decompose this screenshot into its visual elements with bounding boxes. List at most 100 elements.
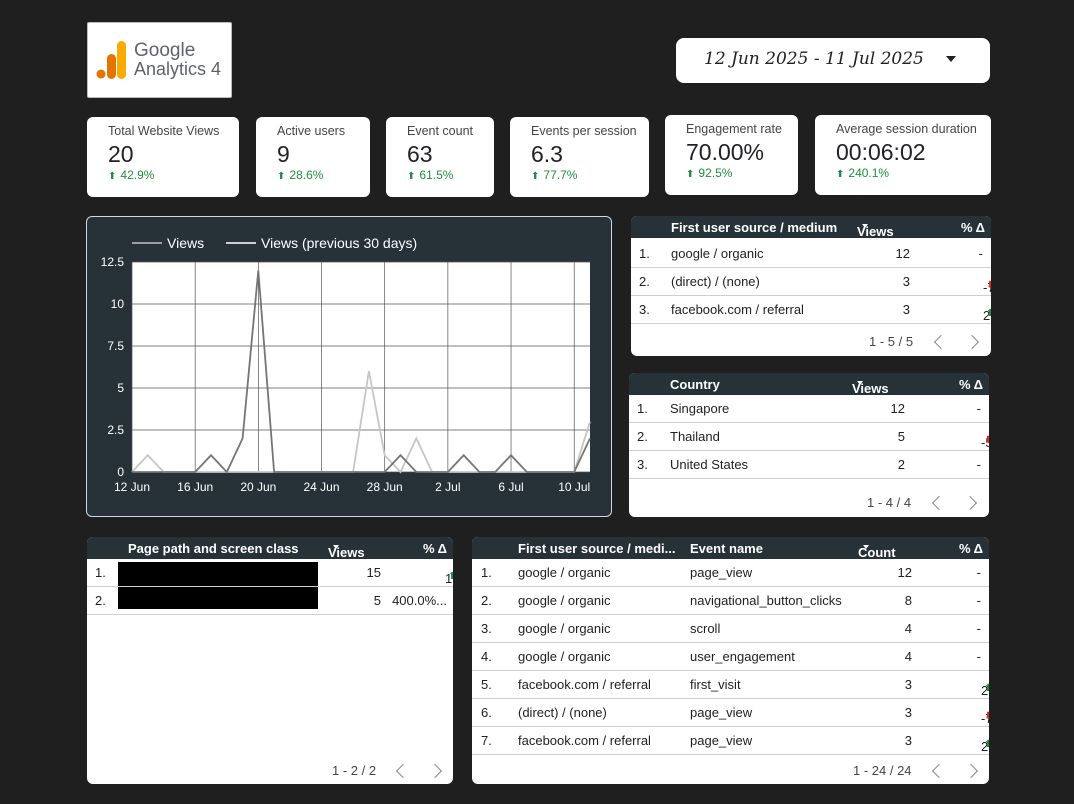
redacted-page-path <box>118 587 318 609</box>
kpi-label: Active users <box>277 124 346 138</box>
table-row[interactable]: 5. facebook.com / referral first_visit 3… <box>472 671 989 699</box>
table-header: First user source / medium Views % Δ <box>631 216 991 239</box>
kpi-card-total-views: Total Website Views 20 ⬆ 42.9% <box>87 117 239 197</box>
table-row[interactable]: 2. (direct) / (none) 3 -72.7%⬇ <box>631 268 991 296</box>
kpi-value: 70.00% <box>686 139 765 165</box>
kpi-value: 6.3 <box>531 141 563 167</box>
table-row[interactable]: 4. google / organic user_engagement 4 - <box>472 643 989 671</box>
table-row[interactable]: 1. Singapore 12 - <box>629 395 989 423</box>
legend-label: Views (previous 30 days) <box>261 235 418 251</box>
kpi-value: 20 <box>108 141 134 167</box>
x-tick-label: 16 Jun <box>177 480 213 494</box>
kpi-label: Average session duration <box>836 122 977 136</box>
date-range-picker[interactable]: 12 Jun 2025 - 11 Jul 2025 <box>676 38 990 83</box>
kpi-card-engagement-rate: Engagement rate 70.00% ⬆ 92.5% <box>665 115 798 195</box>
table-row[interactable]: 3. google / organic scroll 4 - <box>472 615 989 643</box>
y-tick-label: 0 <box>117 465 124 479</box>
prev-page-icon[interactable] <box>931 763 947 779</box>
kpi-delta: ⬆ 77.7% <box>531 168 578 182</box>
views-line-chart-card: Views Views (previous 30 days) 0 2.5 5 7.5 1… <box>86 216 612 517</box>
arrow-down-icon: ⬇ <box>986 280 991 291</box>
header-delta[interactable]: % Δ <box>422 541 447 556</box>
header-dimension[interactable]: Page path and screen class <box>128 541 299 556</box>
table-header: First user source / medi... Event name C… <box>472 537 989 560</box>
y-tick-label: 5 <box>117 381 124 395</box>
kpi-delta: ⬆ 240.1% <box>836 166 890 180</box>
header-dimension[interactable]: First user source / medium <box>671 220 838 235</box>
kpi-delta: ⬆ 42.9% <box>108 168 155 182</box>
table-row[interactable]: 3. facebook.com / referral 3 200.0%⬆ <box>631 296 991 324</box>
table-row[interactable]: 3. United States 2 - <box>629 451 989 479</box>
sort-caret-icon <box>863 545 869 549</box>
logo-line2: Analytics 4 <box>134 59 222 79</box>
next-page-icon[interactable] <box>964 334 980 350</box>
x-tick-label: 24 Jun <box>304 480 340 494</box>
next-page-icon[interactable] <box>427 763 443 779</box>
header-delta[interactable]: % Δ <box>958 377 983 392</box>
y-tick-label: 10 <box>111 297 125 311</box>
kpi-label: Event count <box>407 124 474 138</box>
table-row[interactable]: 1. google / organic 12 - <box>631 240 991 268</box>
x-tick-label: 12 Jun <box>114 480 150 494</box>
prev-page-icon[interactable] <box>933 334 949 350</box>
kpi-delta: ⬆ 28.6% <box>277 168 324 182</box>
table-row[interactable]: 7. facebook.com / referral page_view 3 2… <box>472 727 989 755</box>
sort-caret-icon <box>333 545 339 549</box>
table-row[interactable]: 2. google / organic navigational_button_… <box>472 587 989 615</box>
arrow-up-icon: ⬆ <box>986 308 991 319</box>
header-delta[interactable]: % Δ <box>960 220 985 235</box>
kpi-label: Engagement rate <box>686 122 782 136</box>
sort-caret-icon <box>862 224 868 228</box>
series-line-views <box>132 270 591 474</box>
pagination-label: 1 - 4 / 4 <box>867 495 912 510</box>
source-event-table: First user source / medi... Event name C… <box>472 537 989 784</box>
legend-swatch <box>132 242 162 244</box>
country-table: Country Views % Δ 1. Singapore 12 - 2. T… <box>629 373 989 517</box>
arrow-down-icon: ⬇ <box>984 435 989 446</box>
header-dimension[interactable]: First user source / medi... <box>518 541 676 556</box>
ga4-logo: Google Analytics 4 <box>87 22 232 98</box>
next-page-icon[interactable] <box>963 763 979 779</box>
next-page-icon[interactable] <box>962 495 978 511</box>
prev-page-icon[interactable] <box>395 763 411 779</box>
arrow-up-icon: ⬆ <box>448 571 453 582</box>
prev-page-icon[interactable] <box>931 495 947 511</box>
kpi-value: 63 <box>407 141 433 167</box>
kpi-card-event-count: Event count 63 ⬆ 61.5% <box>386 117 494 197</box>
x-tick-label: 28 Jun <box>367 480 403 494</box>
legend-item-views[interactable]: Views <box>132 235 204 251</box>
table-row[interactable]: 1. google / organic page_view 12 - <box>472 559 989 587</box>
pagination-label: 1 - 24 / 24 <box>853 763 912 778</box>
arrow-up-icon: ⬆ <box>836 169 845 180</box>
analytics-bars-icon <box>96 41 126 79</box>
plot-area <box>132 262 590 472</box>
table-row[interactable]: 2. Thailand 5 -50.0%⬇ <box>629 423 989 451</box>
arrow-up-icon: ⬆ <box>108 171 117 182</box>
arrow-up-icon: ⬆ <box>407 171 416 182</box>
kpi-label: Events per session <box>531 124 637 138</box>
pagination-label: 1 - 2 / 2 <box>332 763 377 778</box>
redacted-page-path <box>118 562 318 586</box>
x-tick-label: 6 Jul <box>498 480 523 494</box>
header-event-name[interactable]: Event name <box>690 541 763 556</box>
pagination-label: 1 - 5 / 5 <box>869 334 914 349</box>
table-row[interactable]: 2. 5 400.0%... <box>87 587 453 615</box>
kpi-delta: ⬆ 61.5% <box>407 168 454 182</box>
series-line-previous-views <box>131 371 591 474</box>
table-row[interactable]: 6. (direct) / (none) page_view 3 -72.7%⬇ <box>472 699 989 727</box>
x-tick-label: 10 Jul <box>558 480 590 494</box>
table-header: Page path and screen class Views % Δ <box>87 537 453 560</box>
arrow-up-icon: ⬆ <box>984 739 989 750</box>
legend-label: Views <box>167 235 205 251</box>
date-range-label: 12 Jun 2025 - 11 Jul 2025 <box>704 49 924 69</box>
kpi-value: 9 <box>277 141 290 167</box>
header-delta[interactable]: % Δ <box>958 541 983 556</box>
logo-line1: Google <box>134 40 196 61</box>
table-row[interactable]: 1. 15 15.4%⬆ <box>87 559 453 587</box>
chevron-down-icon[interactable] <box>946 56 956 62</box>
kpi-card-events-per-session: Events per session 6.3 ⬆ 77.7% <box>510 117 649 197</box>
header-dimension[interactable]: Country <box>670 377 720 392</box>
legend-item-previous[interactable]: Views (previous 30 days) <box>226 235 417 251</box>
sort-caret-icon <box>857 381 863 385</box>
line-chart: 0 2.5 5 7.5 10 12.5 12 Jun 16 Jun 20 Jun 24 Jun 28… <box>101 255 591 494</box>
